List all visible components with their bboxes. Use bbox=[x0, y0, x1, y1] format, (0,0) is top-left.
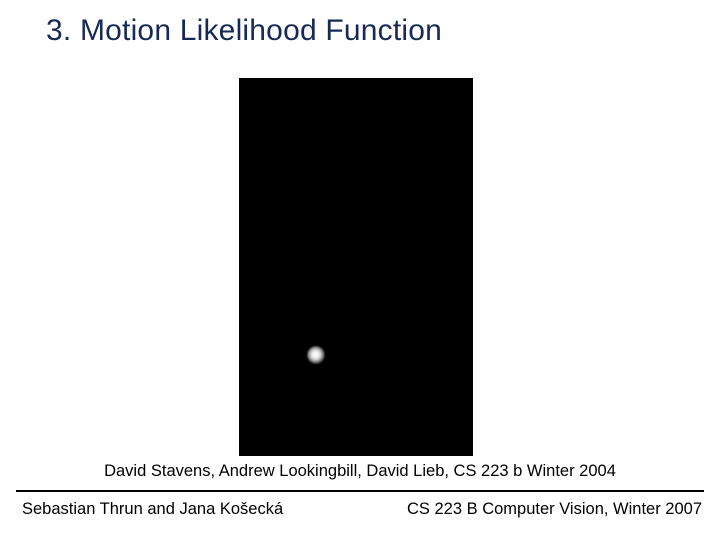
footer-authors: Sebastian Thrun and Jana Košecká bbox=[22, 500, 283, 519]
footer-divider bbox=[16, 490, 704, 492]
footer-course: CS 223 B Computer Vision, Winter 2007 bbox=[407, 500, 702, 519]
likelihood-peak-blob bbox=[307, 346, 325, 364]
motion-likelihood-figure bbox=[239, 78, 473, 456]
slide-title: 3. Motion Likelihood Function bbox=[46, 14, 442, 48]
slide: 3. Motion Likelihood Function David Stav… bbox=[0, 0, 720, 540]
footer: Sebastian Thrun and Jana Košecká CS 223 … bbox=[22, 500, 702, 519]
figure-caption: David Stavens, Andrew Lookingbill, David… bbox=[0, 462, 720, 481]
